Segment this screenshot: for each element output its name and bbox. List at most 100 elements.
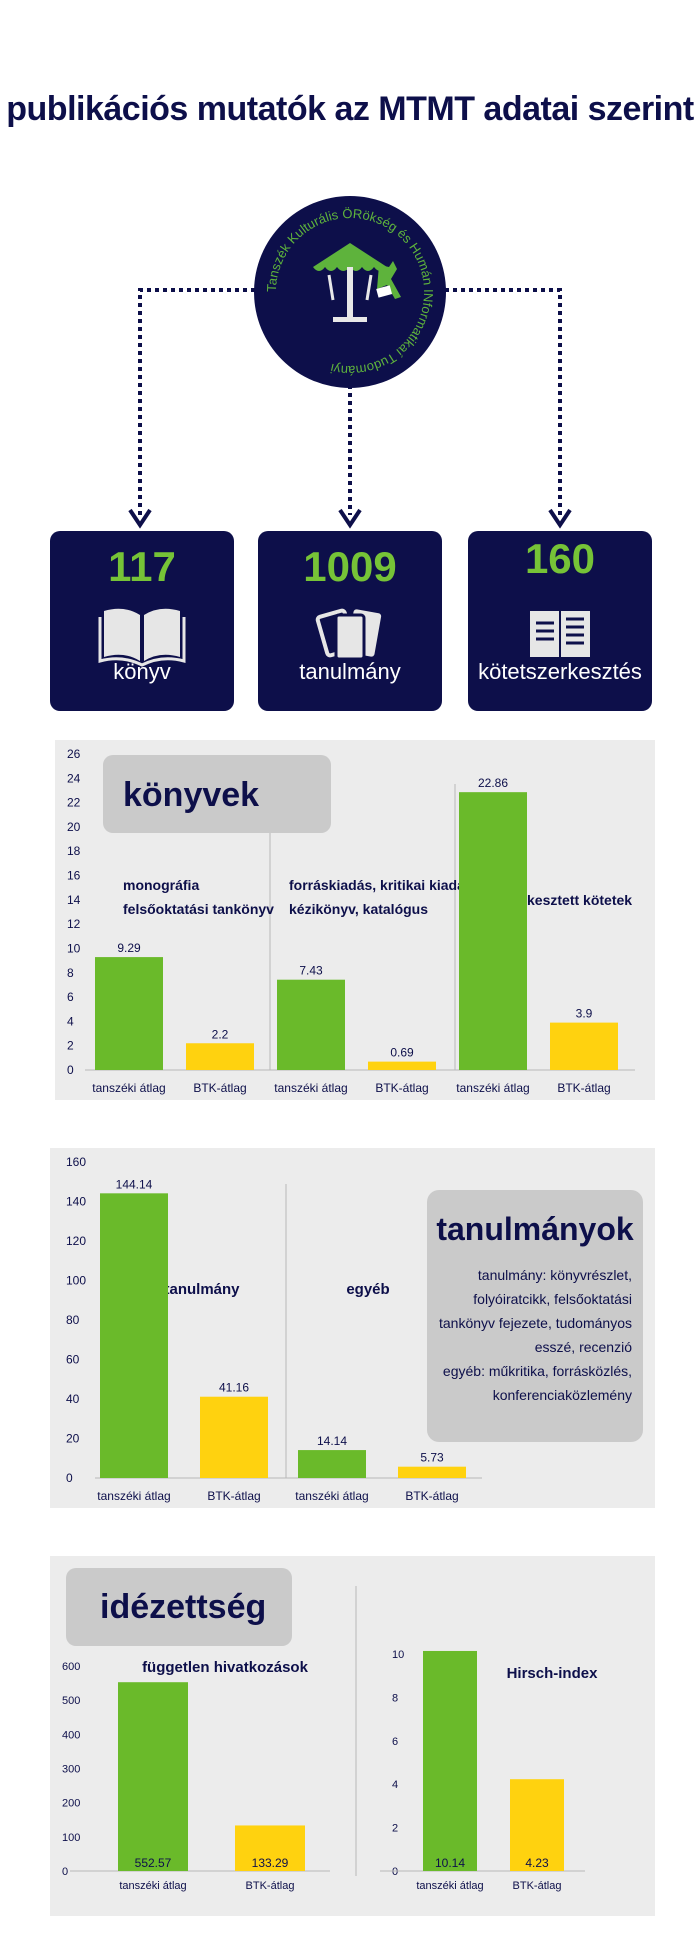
books-chart: 02468101214161820222426könyvekmonográfia… (67, 747, 635, 1095)
data-label: 9.29 (117, 941, 141, 955)
studies-panel: 0 20 40 60 80 100 120 140 160 tanulmány 144.14 tans… (50, 1148, 655, 1508)
bar (100, 1193, 168, 1478)
arrowhead-right (548, 508, 572, 529)
x-tick-label: tanszéki átlag (416, 1880, 483, 1892)
y-tick-label: 0 (62, 1866, 68, 1878)
data-label: 5.73 (420, 1451, 444, 1465)
x-tick-label: tanszéki átlag (97, 1489, 170, 1503)
data-label: 4.23 (525, 1856, 549, 1870)
y-tick-label: 24 (67, 771, 81, 785)
y-tick-label: 26 (67, 747, 81, 761)
x-tick-label: BTK-átlag (513, 1880, 562, 1892)
studies-note-line: tanulmány: könyvrészlet, (478, 1267, 632, 1283)
y-tick-label: 160 (66, 1155, 86, 1169)
subchart-label: Hirsch-index (507, 1665, 599, 1682)
y-tick-label: 6 (67, 990, 74, 1004)
x-tick-label: tanszéki átlag (274, 1081, 347, 1095)
bar (510, 1779, 564, 1871)
y-tick-label: 140 (66, 1195, 86, 1209)
bar (277, 979, 345, 1070)
y-tick-label: 2 (392, 1823, 398, 1835)
x-tick-label: BTK-átlag (193, 1081, 246, 1095)
group-label: monográfia (123, 877, 199, 893)
books-panel: 0 2 4 6 8 10 12 14 16 18 20 22 24 26 könyvek monográfia… (55, 740, 655, 1100)
studies-title-badge (427, 1190, 643, 1442)
group-label: szerkesztett kötetek (499, 892, 632, 908)
books-label: könyv (113, 659, 171, 684)
stat-box-edited: 160 kötetszerkesztés (468, 531, 652, 711)
page-title: publikációs mutatók az MTMT adatai szeri… (6, 90, 694, 128)
citations-title-badge (66, 1568, 292, 1646)
books-count: 117 (108, 543, 176, 590)
y-tick-label: 120 (66, 1234, 86, 1248)
y-tick-label: 40 (66, 1392, 80, 1406)
bar (398, 1466, 466, 1478)
group-label: felsőoktatási tankönyv (123, 901, 274, 917)
data-label: 41.16 (219, 1381, 249, 1395)
stat-box-books: 117 könyv (50, 531, 234, 711)
data-label: 10.14 (435, 1856, 465, 1870)
y-tick-label: 600 (62, 1661, 80, 1673)
x-tick-label: BTK-átlag (246, 1880, 295, 1892)
bar (95, 957, 163, 1070)
y-tick-label: 500 (62, 1695, 80, 1707)
bar (200, 1396, 268, 1478)
subchart-label: független hivatkozások (142, 1659, 309, 1676)
bar (186, 1043, 254, 1070)
citations-title: idézettség (100, 1588, 266, 1626)
edited-count: 160 (524, 535, 596, 582)
bar (423, 1650, 477, 1871)
stat-box-studies: 1009 tanulmány (258, 531, 442, 711)
y-tick-label: 100 (66, 1274, 86, 1288)
connector-right (445, 288, 562, 515)
y-tick-label: 12 (67, 917, 81, 931)
bar (235, 1825, 305, 1871)
studies-label: tanulmány (299, 659, 401, 684)
x-tick-label: BTK-átlag (375, 1081, 428, 1095)
y-tick-label: 0 (392, 1866, 398, 1878)
y-tick-label: 2 (67, 1039, 74, 1053)
data-label: 0.69 (390, 1046, 414, 1060)
studies-title: tanulmányok (436, 1211, 634, 1247)
y-tick-label: 14 (67, 893, 81, 907)
y-tick-label: 10 (392, 1649, 404, 1661)
studies-count: 1009 (303, 543, 397, 590)
studies-note-line: tankönyv fejezete, tudományos (439, 1315, 632, 1331)
y-tick-label: 4 (392, 1779, 398, 1791)
y-tick-label: 18 (67, 844, 81, 858)
x-tick-label: tanszéki átlag (295, 1489, 368, 1503)
data-label: 7.43 (299, 964, 323, 978)
y-tick-label: 0 (67, 1063, 74, 1077)
studies-chart: 0 20 40 60 80 100 120 140 160 tanulmány 144.14 tans… (66, 1155, 643, 1503)
y-tick-label: 400 (62, 1729, 80, 1741)
carousel-icon (313, 243, 387, 322)
reader-icon (376, 261, 401, 299)
y-tick-label: 8 (67, 966, 74, 980)
data-label: 3.9 (576, 1007, 593, 1021)
bar (550, 1022, 618, 1070)
y-tick-label: 10 (67, 941, 81, 955)
y-tick-label: 0 (66, 1471, 73, 1485)
data-label: 144.14 (116, 1177, 153, 1191)
books-title: könyvek (123, 776, 259, 814)
y-tick-label: 60 (66, 1353, 80, 1367)
group-label: egyéb (346, 1281, 389, 1298)
data-label: 133.29 (252, 1856, 289, 1870)
group-label: kézikönyv, katalógus (289, 901, 428, 917)
y-tick-label: 200 (62, 1798, 80, 1810)
x-tick-label: BTK-átlag (405, 1489, 458, 1503)
connector-arrows (128, 288, 572, 529)
citations-panel: idézettség 0 100 200 300 400 500 600 független h… (50, 1556, 655, 1916)
bar (298, 1450, 366, 1478)
studies-note-line: konferenciaközlemény (493, 1387, 632, 1403)
y-tick-label: 8 (392, 1692, 398, 1704)
data-label: 14.14 (317, 1434, 347, 1448)
y-tick-label: 6 (392, 1736, 398, 1748)
y-tick-label: 4 (67, 1014, 74, 1028)
x-tick-label: BTK-átlag (207, 1489, 260, 1503)
data-label: 2.2 (212, 1027, 229, 1041)
studies-note-line: egyéb: műkritika, forrásközlés, (443, 1363, 632, 1379)
department-logo: Tanszék Kulturális ÖRökség és Humán INfo… (254, 196, 446, 388)
x-tick-label: tanszéki átlag (119, 1880, 186, 1892)
